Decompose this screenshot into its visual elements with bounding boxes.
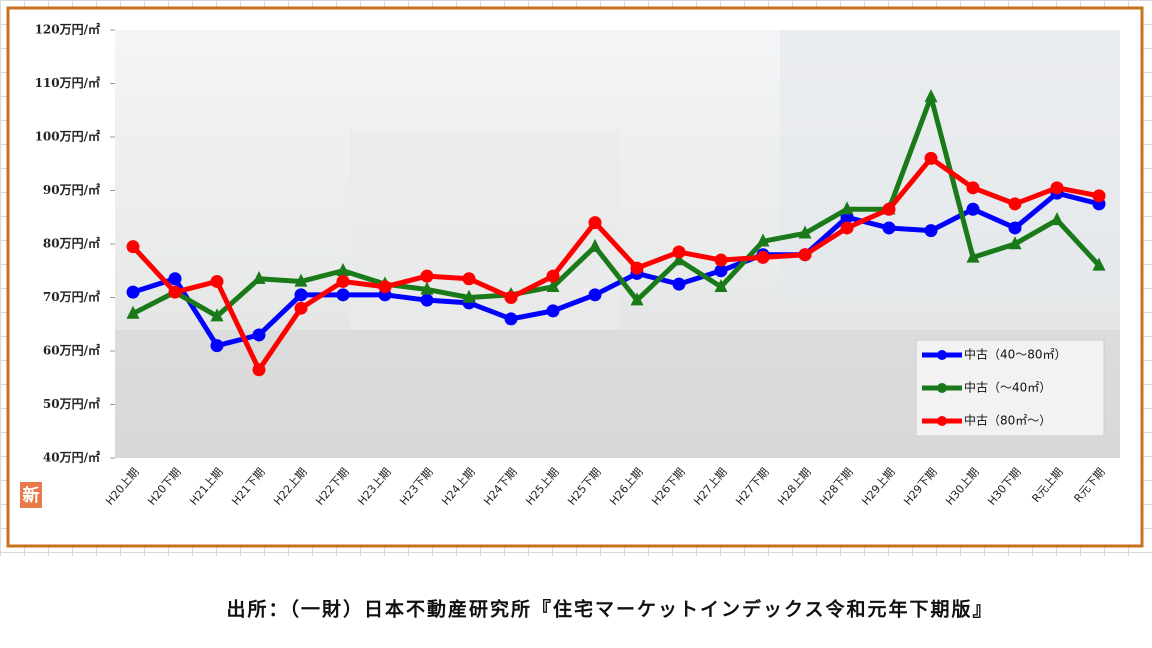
marker bbox=[714, 279, 728, 292]
marker bbox=[420, 269, 434, 283]
marker bbox=[546, 269, 560, 283]
marker bbox=[294, 288, 308, 302]
marker bbox=[378, 280, 392, 294]
source-area bbox=[0, 556, 1152, 648]
marker bbox=[126, 305, 140, 319]
marker bbox=[840, 201, 854, 215]
legend-marker bbox=[937, 416, 947, 426]
marker bbox=[504, 291, 518, 304]
marker bbox=[924, 151, 938, 165]
marker bbox=[462, 272, 476, 286]
marker bbox=[1092, 257, 1106, 271]
marker bbox=[252, 270, 266, 284]
legend-marker bbox=[937, 350, 947, 360]
marker bbox=[798, 225, 812, 239]
series-line bbox=[131, 94, 1101, 319]
marker bbox=[924, 224, 938, 238]
legend-label: 中古（～40㎡） bbox=[964, 380, 1051, 395]
marker bbox=[1008, 197, 1022, 211]
marker bbox=[168, 272, 182, 286]
marker bbox=[168, 285, 182, 299]
source: 出所：（一財）日本不動産研究所『住宅マーケットインデックス令和元年下期版』 bbox=[227, 598, 994, 621]
marker bbox=[504, 312, 518, 326]
y-tick-label: 90万円/㎡ bbox=[43, 182, 100, 197]
marker bbox=[1092, 189, 1106, 203]
series-line bbox=[131, 155, 1100, 373]
marker bbox=[546, 279, 560, 292]
marker bbox=[126, 240, 140, 254]
marker bbox=[252, 328, 266, 342]
marker bbox=[588, 288, 602, 302]
y-tick-label: 70万円/㎡ bbox=[43, 289, 100, 304]
y-tick-label: 80万円/㎡ bbox=[43, 236, 100, 251]
marker bbox=[294, 301, 308, 315]
marker bbox=[210, 274, 224, 288]
marker bbox=[966, 249, 980, 263]
y-tick-label: 100万円/㎡ bbox=[35, 129, 100, 144]
y-tick-label: 40万円/㎡ bbox=[43, 450, 100, 465]
legend-label: 中古（40～80㎡） bbox=[964, 347, 1067, 362]
marker bbox=[336, 262, 350, 276]
legend-marker bbox=[937, 383, 947, 393]
marker bbox=[714, 264, 728, 278]
marker bbox=[1008, 221, 1022, 235]
y-tick-label: 50万円/㎡ bbox=[43, 396, 100, 411]
marker bbox=[462, 289, 476, 303]
marker bbox=[546, 304, 560, 318]
marker bbox=[966, 181, 980, 195]
marker bbox=[420, 281, 434, 295]
y-tick-label: 120万円/㎡ bbox=[35, 22, 100, 37]
marker bbox=[882, 221, 896, 235]
marker bbox=[588, 238, 602, 252]
marker bbox=[294, 273, 308, 287]
marker bbox=[210, 308, 224, 322]
y-tick-label: 60万円/㎡ bbox=[43, 343, 100, 358]
marker bbox=[672, 245, 686, 259]
marker bbox=[1008, 236, 1022, 250]
marker bbox=[126, 285, 140, 299]
series-line bbox=[132, 190, 1100, 349]
marker bbox=[714, 253, 728, 267]
marker bbox=[1050, 212, 1064, 226]
marker bbox=[966, 202, 980, 216]
marker bbox=[882, 202, 896, 216]
badge-box bbox=[20, 482, 42, 508]
marker bbox=[252, 363, 266, 377]
marker bbox=[630, 292, 644, 306]
legend-label: 中古（80㎡～） bbox=[964, 413, 1051, 428]
marker bbox=[798, 248, 812, 262]
marker bbox=[1050, 181, 1064, 195]
marker bbox=[336, 274, 350, 288]
marker bbox=[924, 89, 938, 103]
marker bbox=[210, 339, 224, 353]
marker bbox=[840, 221, 854, 235]
marker bbox=[756, 250, 770, 264]
badge: 新 bbox=[23, 485, 40, 506]
y-tick-label: 110万円/㎡ bbox=[35, 75, 100, 90]
marker bbox=[630, 261, 644, 275]
marker bbox=[420, 293, 434, 307]
marker bbox=[672, 277, 686, 291]
marker bbox=[588, 216, 602, 230]
marker bbox=[756, 233, 770, 247]
marker bbox=[336, 288, 350, 302]
marks bbox=[126, 89, 1106, 377]
marker bbox=[672, 252, 686, 266]
